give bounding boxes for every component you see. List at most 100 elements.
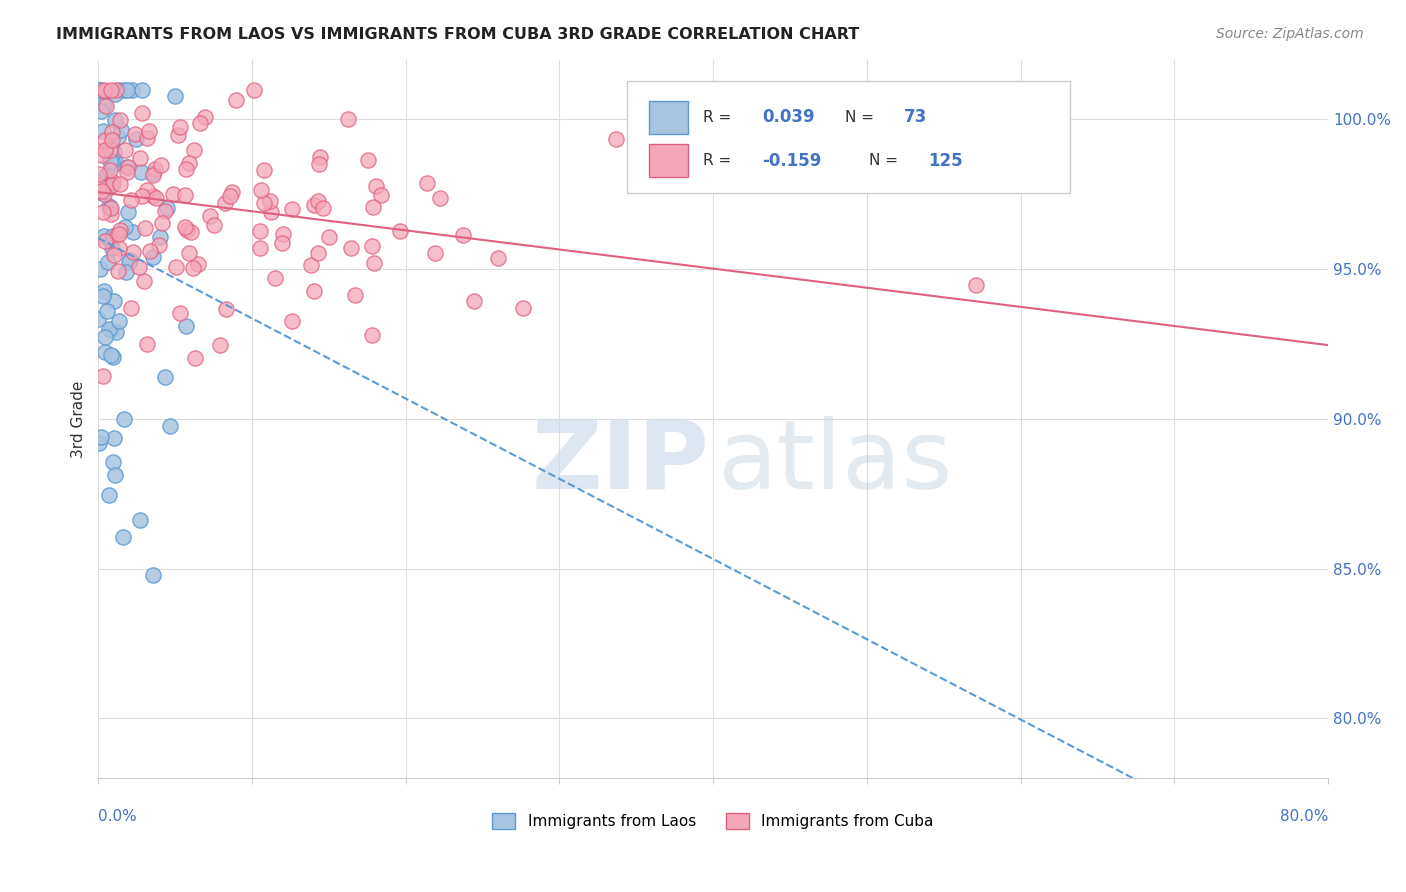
Point (176, 161, 198, 176)
Point (114, 265, 136, 279)
Point (96, 304, 118, 318)
Point (388, 224, 411, 238)
Text: 73: 73 (904, 109, 927, 127)
Point (270, 236, 292, 251)
Point (93, 143, 115, 157)
Point (249, 224, 271, 238)
Point (129, 513, 152, 527)
Point (318, 230, 340, 244)
Point (340, 241, 363, 255)
Point (104, 467, 127, 482)
Point (107, 130, 129, 145)
Point (187, 257, 209, 271)
Point (110, 122, 132, 136)
Point (174, 220, 197, 235)
Point (142, 166, 165, 180)
Point (107, 264, 129, 278)
Point (120, 301, 142, 316)
Y-axis label: 3rd Grade: 3rd Grade (72, 380, 86, 458)
Point (250, 183, 273, 197)
Point (149, 158, 172, 172)
Point (100, 323, 122, 337)
Point (94, 169, 117, 184)
Point (451, 228, 474, 243)
Point (121, 244, 143, 259)
Point (118, 255, 141, 269)
Text: Source: ZipAtlas.com: Source: ZipAtlas.com (1216, 27, 1364, 41)
Point (179, 155, 201, 169)
Point (148, 237, 170, 252)
Point (101, 125, 124, 139)
Point (142, 168, 165, 182)
Point (142, 568, 165, 582)
Point (169, 120, 191, 134)
Point (94, 234, 117, 248)
Point (98, 143, 121, 157)
FancyBboxPatch shape (650, 145, 689, 177)
Point (225, 93, 247, 107)
Point (117, 161, 139, 175)
Point (132, 274, 155, 288)
Point (104, 87, 127, 102)
Point (429, 190, 451, 204)
Point (115, 82, 138, 96)
Point (242, 82, 264, 96)
Point (264, 271, 287, 285)
Point (89, 185, 111, 199)
Point (308, 156, 330, 170)
Point (101, 455, 124, 469)
Point (100, 207, 122, 221)
Point (363, 255, 385, 269)
Text: ZIP: ZIP (531, 416, 710, 508)
Point (103, 145, 125, 159)
Point (165, 89, 187, 103)
Point (184, 351, 207, 365)
Point (90, 430, 112, 444)
Point (93, 285, 115, 299)
Point (281, 314, 304, 328)
Point (173, 187, 195, 202)
Point (179, 246, 201, 260)
Point (200, 209, 222, 223)
Point (117, 204, 139, 219)
Point (108, 227, 131, 241)
Text: IMMIGRANTS FROM LAOS VS IMMIGRANTS FROM CUBA 3RD GRADE CORRELATION CHART: IMMIGRANTS FROM LAOS VS IMMIGRANTS FROM … (56, 27, 859, 42)
Point (280, 202, 302, 216)
Point (124, 128, 146, 142)
Text: R =: R = (703, 153, 737, 168)
Point (309, 150, 332, 164)
Point (91, 289, 114, 303)
Point (108, 241, 131, 255)
FancyBboxPatch shape (627, 81, 1070, 193)
Point (202, 219, 225, 233)
Point (138, 244, 160, 258)
Point (117, 164, 139, 178)
Point (423, 246, 446, 260)
Point (311, 201, 333, 215)
Point (302, 284, 325, 298)
Point (149, 230, 172, 244)
Point (104, 82, 127, 96)
Point (156, 201, 179, 215)
Point (117, 160, 139, 174)
Point (98, 202, 121, 216)
Point (357, 153, 380, 168)
Point (307, 245, 329, 260)
Point (122, 226, 145, 240)
Point (98, 488, 121, 502)
Point (101, 350, 124, 364)
Point (360, 239, 382, 253)
Point (96, 167, 118, 181)
Point (153, 370, 176, 384)
Point (91, 147, 114, 161)
Point (135, 131, 157, 145)
Point (159, 418, 181, 433)
Point (145, 191, 167, 205)
Point (463, 293, 485, 308)
Point (93, 98, 115, 112)
Point (93, 82, 115, 96)
Point (194, 111, 217, 125)
Text: N =: N = (869, 153, 903, 168)
Point (135, 337, 157, 351)
Point (165, 260, 187, 274)
